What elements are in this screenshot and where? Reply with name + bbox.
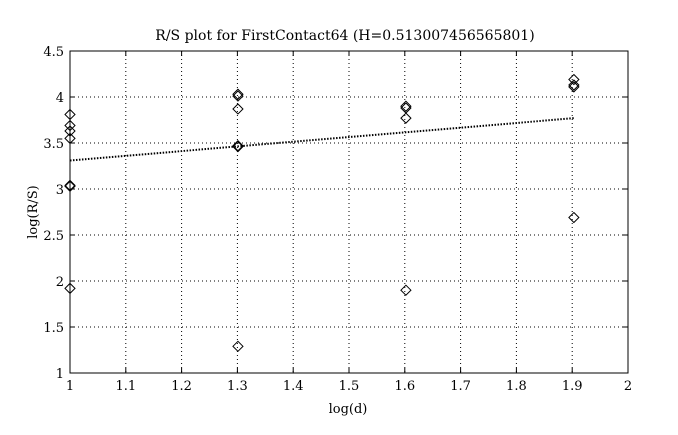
y-tick-label: 3 <box>56 183 64 198</box>
data-point-diamond <box>64 179 76 192</box>
data-point-diamond <box>568 211 580 224</box>
x-axis-title: log(d) <box>329 402 368 417</box>
data-point-diamond <box>232 140 244 153</box>
data-point-diamond <box>64 125 76 137</box>
data-points <box>64 73 580 353</box>
data-point-diamond <box>64 132 76 145</box>
x-tick-label: 1.3 <box>227 379 248 394</box>
data-point-diamond <box>64 282 76 295</box>
x-tick-label: 1 <box>66 379 74 394</box>
y-tick-label: 4.5 <box>43 45 64 60</box>
data-point-diamond <box>232 88 244 100</box>
data-point-diamond <box>232 340 244 353</box>
y-tick-label: 2.5 <box>43 229 64 244</box>
x-tick-label: 1.1 <box>115 379 136 394</box>
data-point-diamond <box>400 100 412 112</box>
y-tick-label: 4 <box>56 91 64 106</box>
y-axis-title: log(R/S) <box>26 185 41 239</box>
fit-line-layer <box>69 117 574 162</box>
x-tick-label: 2 <box>624 379 632 394</box>
x-tick-label: 1.2 <box>171 379 192 394</box>
data-point-diamond <box>232 103 244 115</box>
x-tick-label: 1.5 <box>339 379 360 394</box>
data-point-diamond <box>568 81 580 93</box>
axis-ticks: 1 1.1 1.2 1.3 1.4 1.5 1.6 1.7 1.8 1.9 2 1 1.5 2 2.5 3 3.… <box>43 45 632 394</box>
regression-fit-line <box>69 117 574 162</box>
data-point-diamond <box>400 284 412 296</box>
data-point-diamond <box>400 112 412 124</box>
y-tick-label: 2 <box>56 275 64 290</box>
grid-lines <box>70 51 628 373</box>
data-point-diamond <box>64 108 76 121</box>
y-tick-label: 3.5 <box>43 137 64 152</box>
chart-title: R/S plot for FirstContact64 (H=0.5130074… <box>155 28 534 44</box>
data-point-diamond <box>232 90 244 102</box>
data-point-diamond <box>64 180 76 192</box>
data-point-diamond <box>568 79 580 91</box>
x-tick-label: 1.7 <box>450 379 471 394</box>
x-tick-label: 1.8 <box>506 379 527 394</box>
x-tick-label: 1.9 <box>562 379 583 394</box>
y-tick-label: 1.5 <box>43 321 64 336</box>
x-tick-label: 1.4 <box>283 379 304 394</box>
data-point-diamond <box>232 140 244 152</box>
y-tick-label: 1 <box>56 367 64 382</box>
x-tick-label: 1.6 <box>394 379 415 394</box>
data-point-diamond <box>568 73 580 86</box>
data-point-diamond <box>64 119 76 132</box>
